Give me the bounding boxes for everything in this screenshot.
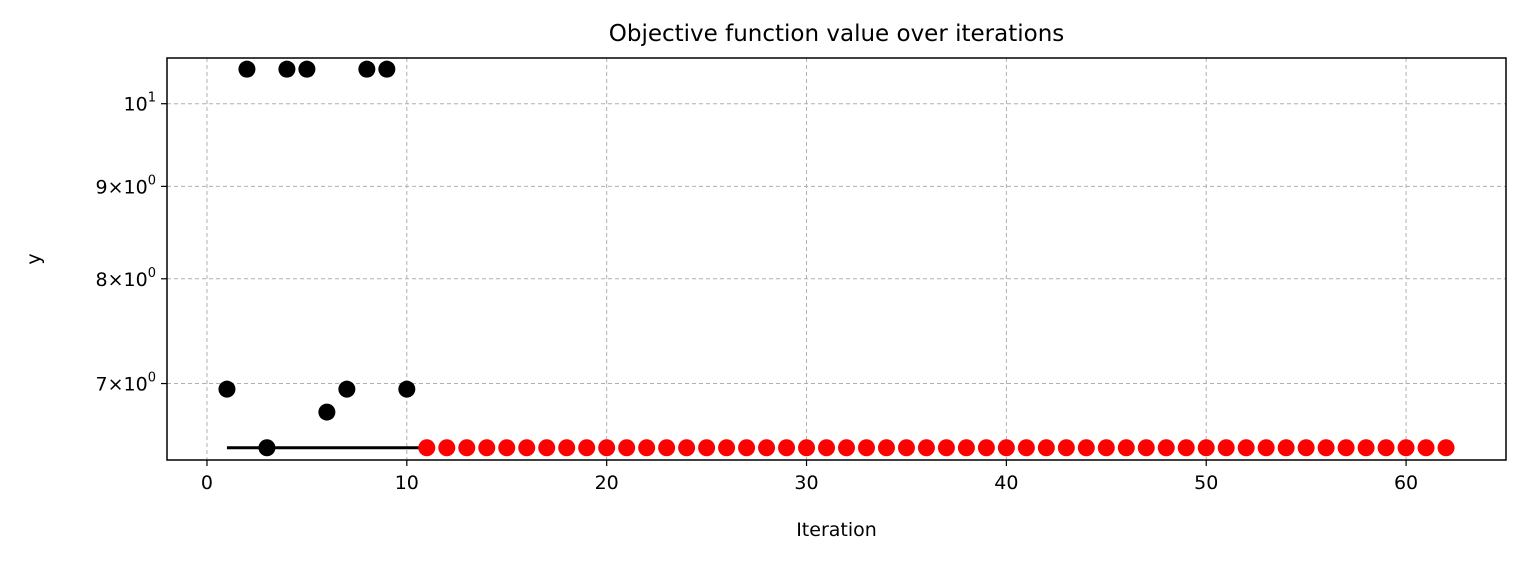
data-point-optimized xyxy=(738,439,756,457)
x-tick-label: 60 xyxy=(1394,472,1418,494)
data-point-initial xyxy=(338,380,356,398)
data-point-optimized xyxy=(1137,439,1155,457)
data-point-initial xyxy=(298,60,316,78)
data-point-optimized xyxy=(658,439,676,457)
data-point-optimized xyxy=(638,439,656,457)
data-point-optimized xyxy=(897,439,915,457)
y-tick-label: 9×100 xyxy=(96,173,156,198)
data-point-optimized xyxy=(997,439,1015,457)
data-point-optimized xyxy=(1017,439,1035,457)
data-point-optimized xyxy=(1117,439,1135,457)
data-point-optimized xyxy=(498,439,516,457)
axis-ticks: 0 10 20 30 40 50 60 7×100 8×100 9×100 101 xyxy=(96,91,1419,494)
data-point-optimized xyxy=(618,439,636,457)
data-point-optimized xyxy=(698,439,716,457)
data-point-optimized xyxy=(1217,439,1235,457)
data-point-optimized xyxy=(478,439,496,457)
data-point-initial xyxy=(398,380,416,398)
data-point-optimized xyxy=(1337,439,1355,457)
chart-title: Objective function value over iterations xyxy=(609,21,1065,47)
axes-frame xyxy=(166,57,1507,461)
y-tick-label: 8×100 xyxy=(96,266,156,291)
data-point-optimized xyxy=(1237,439,1255,457)
y-tick-label: 101 xyxy=(124,91,156,116)
data-point-optimized xyxy=(1057,439,1075,457)
data-point-optimized xyxy=(798,439,816,457)
data-point-optimized xyxy=(857,439,875,457)
grid-lines xyxy=(167,58,1506,460)
data-point-initial xyxy=(238,60,256,78)
data-point-optimized xyxy=(538,439,556,457)
data-point-optimized xyxy=(1097,439,1115,457)
data-point-optimized xyxy=(1297,439,1315,457)
data-point-optimized xyxy=(758,439,776,457)
x-tick-label: 50 xyxy=(1194,472,1218,494)
data-point-optimized xyxy=(598,439,616,457)
x-tick-label: 10 xyxy=(395,472,419,494)
x-tick-label: 0 xyxy=(201,472,213,494)
data-point-optimized xyxy=(1437,439,1455,457)
plot-area xyxy=(218,60,1455,457)
data-point-optimized xyxy=(1397,439,1415,457)
data-point-optimized xyxy=(718,439,736,457)
y-tick-label: 7×100 xyxy=(96,371,156,396)
data-point-optimized xyxy=(917,439,935,457)
x-tick-label: 30 xyxy=(794,472,818,494)
data-point-optimized xyxy=(837,439,855,457)
x-axis-label: Iteration xyxy=(796,519,877,541)
data-point-optimized xyxy=(418,439,436,457)
data-point-optimized xyxy=(957,439,975,457)
data-point-initial xyxy=(278,60,296,78)
data-point-optimized xyxy=(518,439,536,457)
data-point-optimized xyxy=(1317,439,1335,457)
x-tick-label: 40 xyxy=(994,472,1018,494)
data-point-optimized xyxy=(1357,439,1375,457)
data-point-optimized xyxy=(1037,439,1055,457)
y-axis-label: y xyxy=(23,253,45,264)
data-point-optimized xyxy=(877,439,895,457)
data-point-initial xyxy=(218,380,236,398)
data-point-optimized xyxy=(937,439,955,457)
data-point-optimized xyxy=(1417,439,1435,457)
data-point-optimized xyxy=(578,439,596,457)
data-point-optimized xyxy=(558,439,576,457)
data-point-optimized xyxy=(977,439,995,457)
data-point-optimized xyxy=(818,439,836,457)
data-point-optimized xyxy=(1377,439,1395,457)
data-point-optimized xyxy=(1177,439,1195,457)
x-tick-label: 20 xyxy=(595,472,619,494)
data-point-optimized xyxy=(1157,439,1175,457)
data-point-optimized xyxy=(1077,439,1095,457)
data-point-initial xyxy=(258,439,276,457)
data-point-optimized xyxy=(1257,439,1275,457)
data-point-initial xyxy=(318,403,336,421)
data-point-optimized xyxy=(438,439,456,457)
data-point-optimized xyxy=(1197,439,1215,457)
data-point-initial xyxy=(358,60,376,78)
data-point-optimized xyxy=(458,439,476,457)
data-point-optimized xyxy=(778,439,796,457)
data-point-optimized xyxy=(678,439,696,457)
data-point-initial xyxy=(378,60,396,78)
data-point-optimized xyxy=(1277,439,1295,457)
